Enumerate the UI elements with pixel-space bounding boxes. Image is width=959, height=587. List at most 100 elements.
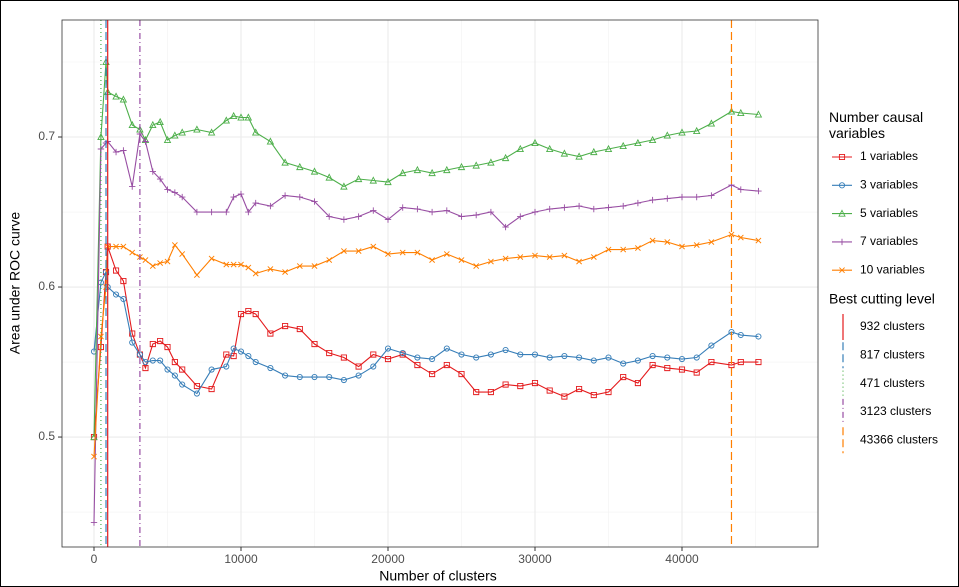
marker — [605, 204, 612, 211]
marker — [142, 359, 149, 366]
marker — [605, 246, 612, 253]
marker — [311, 340, 318, 348]
marker — [252, 359, 259, 366]
marker — [693, 369, 700, 376]
marker — [281, 158, 289, 166]
marker — [414, 361, 421, 369]
marker — [281, 192, 289, 199]
marker — [399, 204, 406, 211]
marker — [90, 348, 98, 355]
legend-label: 3 variables — [860, 177, 918, 191]
marker — [693, 193, 700, 201]
marker — [487, 388, 494, 396]
marker — [355, 372, 362, 379]
marker — [576, 385, 583, 393]
marker — [546, 205, 553, 213]
marker — [149, 357, 156, 364]
marker — [517, 213, 524, 220]
marker — [590, 391, 597, 399]
legend-label: 7 variables — [860, 234, 918, 248]
marker — [737, 234, 744, 241]
marker — [164, 186, 171, 193]
marker — [252, 199, 259, 207]
marker — [112, 148, 120, 156]
marker — [238, 261, 244, 268]
marker — [129, 339, 136, 346]
marker — [708, 192, 715, 199]
marker — [171, 358, 178, 366]
marker — [237, 113, 245, 121]
marker — [230, 261, 237, 268]
marker — [267, 365, 274, 372]
x-tick-label: 20000 — [371, 552, 405, 566]
x-tick-label: 30000 — [518, 552, 552, 566]
marker — [129, 249, 136, 256]
legend-label: 817 clusters — [860, 347, 925, 361]
y-tick-label: 0.6 — [38, 279, 55, 293]
marker — [156, 175, 164, 183]
marker — [576, 258, 583, 265]
marker — [487, 158, 495, 166]
marker — [230, 193, 237, 201]
marker — [164, 258, 171, 265]
marker — [728, 361, 735, 369]
marker — [590, 147, 598, 156]
marker — [561, 393, 568, 400]
marker — [619, 141, 627, 150]
legend-title: Best cutting level — [829, 291, 935, 307]
marker — [171, 131, 179, 139]
marker — [561, 204, 568, 211]
marker — [605, 354, 612, 361]
marker — [142, 138, 149, 145]
marker — [487, 351, 494, 358]
marker — [370, 351, 377, 358]
marker — [245, 307, 252, 315]
marker — [634, 379, 641, 387]
marker — [531, 351, 539, 358]
marker — [208, 255, 215, 262]
marker — [267, 266, 274, 272]
marker — [502, 347, 509, 354]
marker — [128, 120, 136, 129]
marker — [208, 385, 215, 393]
marker — [663, 131, 672, 139]
marker — [678, 193, 686, 201]
marker — [267, 202, 274, 210]
marker — [142, 364, 149, 372]
marker — [546, 354, 553, 361]
y-axis-label: Area under ROC curve — [7, 212, 23, 355]
marker — [149, 340, 156, 348]
marker — [443, 207, 450, 214]
marker — [245, 208, 252, 216]
marker — [472, 161, 480, 169]
marker — [355, 363, 362, 370]
marker — [119, 95, 128, 103]
marker — [678, 366, 686, 373]
marker — [136, 351, 143, 358]
marker — [370, 207, 377, 214]
marker — [171, 372, 178, 379]
marker — [605, 388, 612, 396]
marker — [311, 198, 318, 205]
marker — [354, 174, 363, 183]
marker — [120, 277, 127, 285]
marker — [207, 128, 216, 136]
legend-label: 10 variables — [860, 262, 925, 276]
marker — [237, 348, 245, 355]
marker — [414, 249, 421, 256]
marker — [755, 187, 762, 195]
marker — [120, 243, 127, 250]
marker — [296, 263, 303, 269]
marker — [244, 113, 253, 121]
marker — [443, 251, 450, 257]
marker — [457, 162, 466, 171]
marker — [838, 182, 846, 189]
marker — [296, 325, 303, 333]
marker — [649, 353, 656, 360]
marker — [429, 257, 436, 263]
marker — [664, 195, 671, 202]
legend-label: 5 variables — [860, 206, 918, 220]
marker — [838, 238, 846, 246]
marker — [838, 209, 846, 217]
marker — [561, 252, 568, 259]
